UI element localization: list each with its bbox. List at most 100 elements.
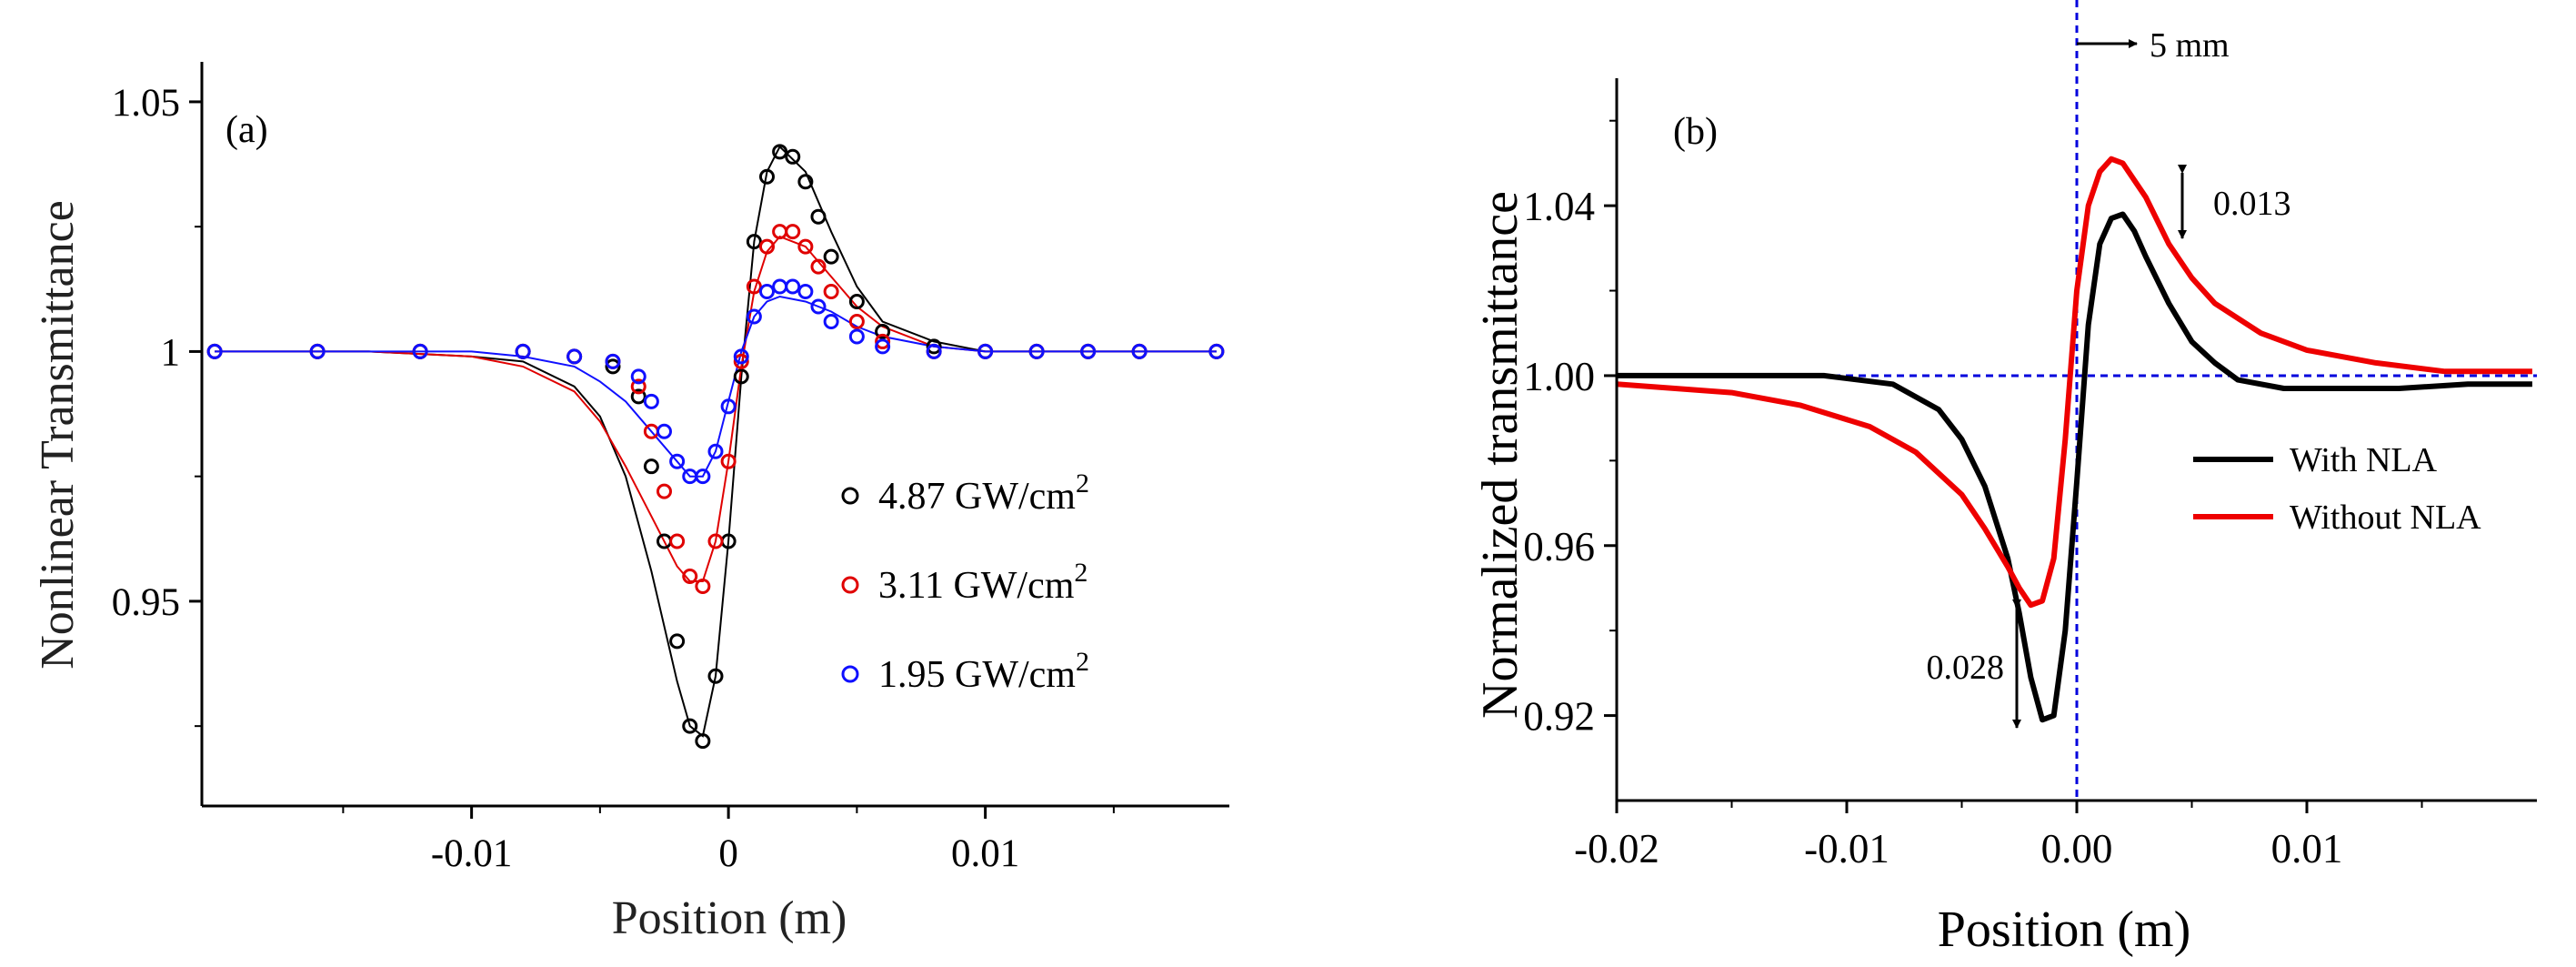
panel-a-point-1 [797,238,814,255]
panel-a-point-2 [772,278,788,295]
panel-a-point-1 [682,568,698,584]
panel-a-point-0 [926,338,942,355]
panel-a-y-tick-label: 1.05 [112,82,180,125]
panel-a-legend-marker-0 [841,487,859,505]
panel-a-point-1 [875,333,891,349]
panel-b-series-line-1 [1616,156,2532,609]
panel-a-legend-marker-1 [841,576,859,594]
panel-a-x-tick-label: -0.01 [431,832,513,875]
panel-b-y-axis-title: Normalized transmittance [1472,191,1529,719]
panel-a-point-2 [759,284,775,300]
panel-a-point-2 [977,343,994,359]
panel-a-point-1 [746,278,762,295]
panel-b-chart: -0.02 -0.01 0.00 0.01 0.92 0.96 1.00 1.04 (b) P… [1472,0,2537,958]
panel-a-point-2 [848,328,865,345]
panel-a-ticks: -0.01 0 0.01 0.95 1 1.05 [112,82,1115,875]
panel-a-legend-label-text: 1.95 GW/cm [878,654,1076,696]
panel-b-y-tick-label: 1.00 [1523,354,1595,399]
panel-b-y-tick-label: 0.92 [1523,694,1595,740]
panel-a-point-2 [206,343,223,359]
panel-a-point-2 [669,453,686,469]
panel-a-point-1 [695,578,711,594]
panel-a-x-tick-label: 0.01 [951,832,1019,875]
panel-a-axes [200,62,1229,808]
panel-a-chart: -0.01 0 0.01 0.95 1 1.05 (a) Position (m) Non… [32,62,1229,944]
panel-a-point-2 [412,343,428,359]
panel-a-point-2 [657,423,672,439]
panel-a-point-1 [823,284,839,300]
panel-a-point-0 [707,668,724,684]
panel-a-point-0 [772,144,788,160]
panel-a-point-1 [759,238,775,255]
panel-a-point-2 [309,343,326,359]
panel-a-point-1 [669,533,686,549]
panel-a-point-2 [733,348,749,365]
panel-a-y-axis-title: Nonlinear Transmittance [32,200,84,670]
panel-a-point-2 [1208,343,1225,359]
panel-b-x-tick-label: -0.01 [1804,826,1889,871]
panel-a-point-1 [630,378,647,395]
panel-b-curves [1616,156,2532,723]
panel-b-y-tick-label: 1.04 [1523,184,1595,229]
panel-a-point-0 [669,633,686,650]
panel-a-point-1 [848,313,865,329]
panel-a-point-2 [1080,343,1097,359]
panel-b-label: (b) [1673,111,1718,153]
panel-a-point-2 [605,353,621,369]
panel-b-reference-lines [1617,0,2537,801]
panel-a-point-2 [746,308,762,325]
panel-a-fit-curve-2 [215,295,1217,478]
panel-b-series-line-0 [1617,211,2532,723]
panel-a-point-0 [810,208,827,225]
panel-a-point-2 [515,343,531,359]
panel-a-point-2 [566,348,583,365]
panel-a-point-1 [785,224,801,240]
panel-a-fit-curve-0 [215,145,1217,738]
panel-a-point-0 [733,368,749,385]
panel-a-point-1 [657,483,672,499]
panel-b-x-tick-label: -0.02 [1574,826,1659,871]
panel-b-peak-diff-label: 0.013 [2213,185,2291,223]
panel-a-legend-label-1: 3.11 GW/cm2 [878,558,1088,607]
panel-a-point-1 [733,353,749,369]
panel-b-legend-label-0: With NLA [2290,441,2438,479]
panel-a-point-2 [695,468,711,485]
panel-a-legend-marker-2 [841,665,859,683]
panel-a-point-1 [810,258,827,275]
panel-a-point-1 [720,453,737,469]
panel-a-label: (a) [226,109,268,151]
panel-a-point-2 [875,338,891,355]
panel-a-point-0 [848,294,865,310]
panel-b-legend-label-1: Without NLA [2290,499,2481,537]
panel-a-point-2 [785,278,801,295]
panel-a-fit-curves [215,145,1217,738]
panel-a-point-0 [759,168,775,185]
panel-b-legend: With NLA Without NLA [2193,441,2481,537]
panel-b-x-tick-label: 0.00 [2041,826,2113,871]
panel-a-point-1 [707,533,724,549]
panel-a-legend-label-superscript: 2 [1076,647,1089,677]
panel-a-point-0 [643,458,659,475]
panel-a-point-2 [630,368,647,385]
panel-a-point-2 [643,393,659,409]
panel-b-x-tick-label: 0.01 [2271,826,2343,871]
panel-a-point-0 [695,733,711,750]
panel-a-point-2 [1028,343,1045,359]
panel-a-point-2 [926,343,942,359]
panel-a-x-tick-label: 0 [718,832,738,875]
panel-a-point-0 [785,148,801,165]
panel-a-point-2 [1131,343,1148,359]
panel-a-x-axis-title: Position (m) [612,892,847,944]
panel-a-point-2 [823,313,839,329]
panel-a-data-points [206,144,1225,750]
panel-a-legend-label-text: 4.87 GW/cm [878,476,1076,518]
panel-a-point-2 [720,398,737,415]
panel-a-legend-label-0: 4.87 GW/cm2 [878,468,1089,518]
panel-a-point-0 [630,388,647,405]
panel-a-legend-label-superscript: 2 [1074,558,1088,588]
panel-b-x-axis-title: Position (m) [1938,902,2190,958]
panel-b-y-tick-label: 0.96 [1523,524,1595,569]
panel-a-point-2 [797,284,814,300]
